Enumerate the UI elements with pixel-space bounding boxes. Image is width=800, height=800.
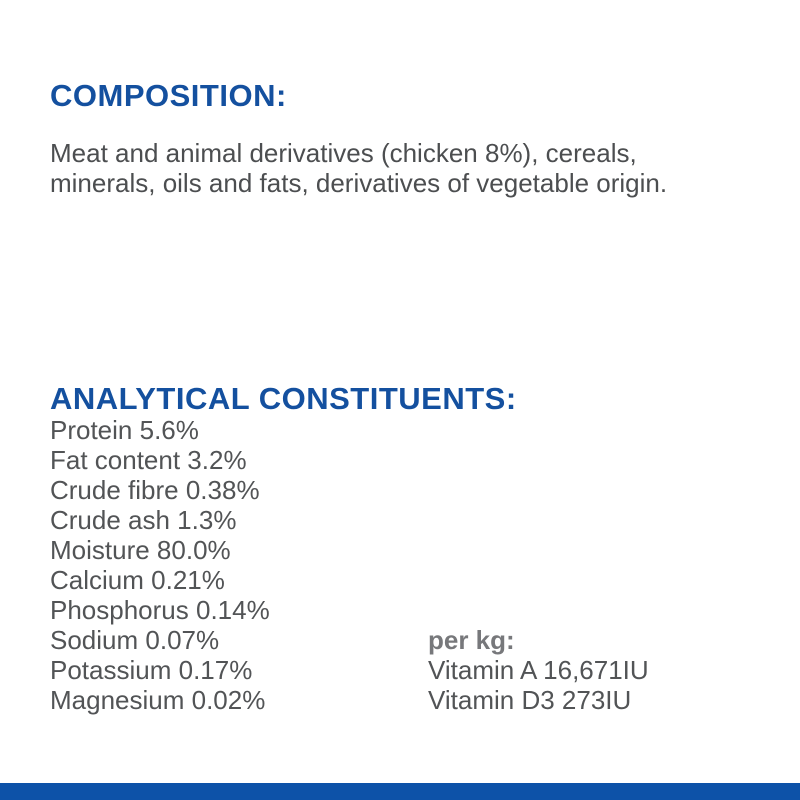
constituents-list: Protein 5.6% Fat content 3.2% Crude fibr… bbox=[50, 415, 270, 715]
per-kg-label: per kg: bbox=[428, 625, 515, 655]
composition-text: Meat and animal derivatives (chicken 8%)… bbox=[50, 138, 668, 198]
constituent-item: Moisture 80.0% bbox=[50, 535, 231, 565]
constituent-item: Crude fibre 0.38% bbox=[50, 475, 260, 505]
per-kg-block: per kg: Vitamin A 16,671IU Vitamin D3 27… bbox=[428, 625, 649, 715]
constituent-item: Fat content 3.2% bbox=[50, 445, 247, 475]
constituent-item: Sodium 0.07% bbox=[50, 625, 220, 655]
vitamin-item: Vitamin D3 273IU bbox=[428, 685, 632, 715]
composition-heading: COMPOSITION: bbox=[50, 77, 287, 113]
vitamin-item: Vitamin A 16,671IU bbox=[428, 655, 649, 685]
constituent-item: Potassium 0.17% bbox=[50, 655, 253, 685]
constituent-item: Magnesium 0.02% bbox=[50, 685, 266, 715]
analytical-constituents-heading: ANALYTICAL CONSTITUENTS: bbox=[50, 380, 517, 416]
footer-accent-bar bbox=[0, 783, 800, 800]
constituent-item: Protein 5.6% bbox=[50, 415, 199, 445]
constituent-item: Calcium 0.21% bbox=[50, 565, 225, 595]
constituent-item: Phosphorus 0.14% bbox=[50, 595, 270, 625]
constituent-item: Crude ash 1.3% bbox=[50, 505, 237, 535]
